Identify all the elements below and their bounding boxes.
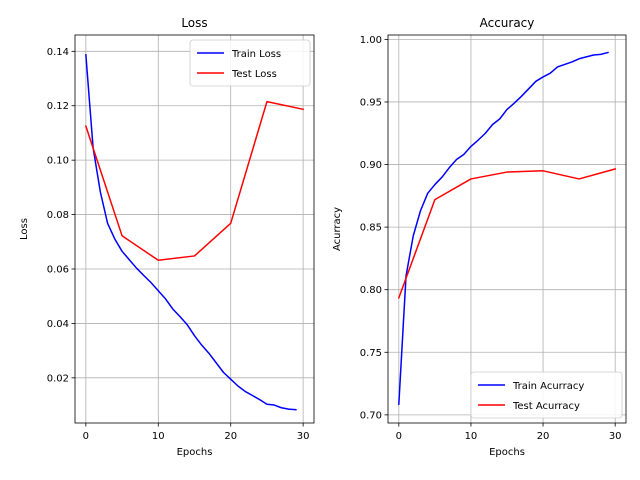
plot-frame — [74, 34, 315, 424]
series-line-2 — [84, 100, 305, 262]
legend-label-1: Train Loss — [231, 49, 281, 60]
x-axis-label: Epochs — [177, 447, 213, 458]
series-line-1 — [85, 54, 297, 411]
y-tick-label: 0.85 — [360, 223, 382, 234]
y-tick-label: 0.90 — [360, 160, 382, 171]
x-tick-label: 0 — [396, 431, 402, 442]
legend: Train Acurracy Test Acurracy — [470, 371, 623, 419]
y-tick-label: 0.14 — [47, 47, 69, 58]
x-tick-label: 20 — [224, 431, 237, 442]
y-tick-label: 0.02 — [47, 373, 69, 384]
chart-title: Loss — [181, 16, 207, 30]
x-tick-label: 30 — [609, 431, 622, 442]
x-tick-label: 20 — [537, 431, 550, 442]
y-tick-label: 0.12 — [47, 101, 69, 112]
chart-1: 0 10 20 30 0.02 0.04 0.06 0.08 0.10 0.12 0.14 Loss E… — [19, 16, 315, 458]
x-tick-label: 10 — [465, 431, 478, 442]
y-tick-label: 0.04 — [47, 319, 69, 330]
series-line-1 — [398, 51, 609, 406]
legend-label-1: Train Acurracy — [512, 381, 584, 392]
chart-2: 0 10 20 30 0.70 0.75 0.80 0.85 0.90 0.95 1.00 Accur… — [332, 16, 627, 458]
y-tick-label: 0.80 — [360, 285, 382, 296]
chart-title: Accuracy — [480, 16, 535, 30]
x-tick-label: 10 — [152, 431, 165, 442]
y-axis-label: Loss — [19, 218, 30, 240]
y-tick-label: 0.75 — [360, 348, 382, 359]
x-tick-label: 0 — [83, 431, 89, 442]
y-tick-label: 0.06 — [47, 264, 69, 275]
plot-frame — [387, 34, 627, 424]
legend-box — [189, 39, 311, 87]
legend-label-2: Test Loss — [231, 69, 277, 80]
x-tick-label: 30 — [297, 431, 310, 442]
y-tick-label: 0.95 — [360, 97, 382, 108]
y-tick-label: 0.70 — [360, 410, 382, 421]
legend-box — [470, 371, 623, 419]
y-tick-label: 0.10 — [47, 156, 69, 167]
series-line-2 — [397, 167, 617, 299]
y-axis-label: Acurracy — [332, 207, 343, 251]
legend-label-2: Test Acurracy — [512, 401, 580, 412]
y-tick-label: 0.08 — [47, 210, 69, 221]
x-axis-label: Epochs — [489, 447, 525, 458]
y-tick-label: 1.00 — [360, 35, 382, 46]
legend: Train Loss Test Loss — [189, 39, 311, 87]
